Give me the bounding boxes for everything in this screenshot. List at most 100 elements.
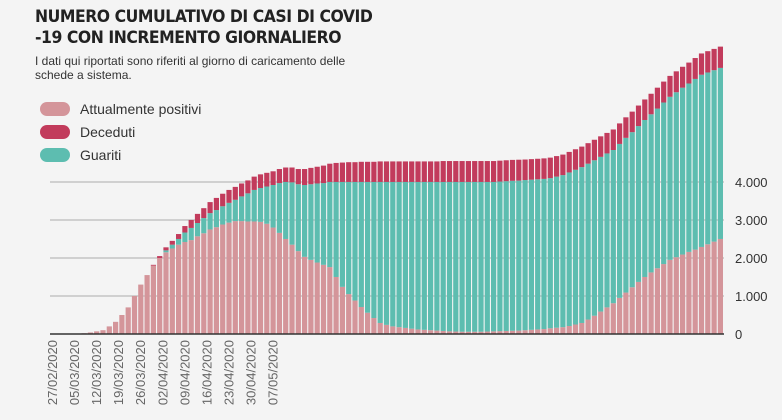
bar-segment-guariti [251, 189, 257, 222]
bar-segment-attualmente-positivi [169, 248, 175, 334]
bar-segment-guariti [377, 181, 383, 323]
bar-segment-deceduti [635, 105, 642, 127]
bar-segment-attualmente-positivi [547, 328, 553, 334]
bar-segment-guariti [415, 181, 421, 330]
legend-label: Guariti [80, 146, 122, 163]
bar-segment-attualmente-positivi [308, 259, 314, 334]
bar-segment-attualmente-positivi [623, 292, 629, 334]
bar-segment-attualmente-positivi [705, 244, 711, 334]
x-tick-label: 16/04/2020 [199, 340, 214, 405]
bar-segment-attualmente-positivi [289, 244, 295, 334]
bar-segment-attualmente-positivi [528, 329, 534, 334]
bar-segment-attualmente-positivi [535, 329, 541, 334]
bar-segment-deceduti [453, 161, 459, 182]
bar-segment-deceduti [648, 93, 654, 115]
bar-segment-guariti [453, 181, 459, 332]
bar-segment-guariti [365, 181, 371, 313]
bar-segment-deceduti [698, 53, 705, 75]
bar-segment-deceduti [604, 132, 610, 154]
chart-subtitle: I dati qui riportati sono riferiti al gi… [35, 54, 346, 82]
bar-segment-deceduti [194, 213, 201, 224]
bar-segment-attualmente-positivi [667, 259, 673, 334]
bar-segment-guariti [503, 181, 509, 331]
bar-segment-guariti [402, 181, 408, 328]
bar-segment-guariti [245, 193, 251, 222]
bar-segment-guariti [547, 178, 553, 329]
bar-segment-guariti [472, 181, 478, 332]
bar-segment-guariti [176, 238, 182, 245]
bar-segment-deceduti [289, 167, 295, 183]
bar-segment-attualmente-positivi [257, 221, 264, 334]
bar-segment-guariti [509, 180, 516, 331]
bar-segment-deceduti [610, 129, 616, 151]
y-tick-label: 2.000 [735, 251, 768, 266]
bar-segment-deceduti [327, 163, 333, 182]
bar-segment-deceduti [434, 161, 440, 182]
bar-segment-deceduti [264, 172, 270, 187]
bar-segment-deceduti [188, 219, 194, 228]
bar-segment-deceduti [598, 136, 604, 157]
bar-segment-deceduti [484, 161, 490, 182]
bar-segment-deceduti [402, 161, 408, 182]
bar-segment-attualmente-positivi [352, 300, 358, 334]
bar-segment-attualmente-positivi [358, 307, 364, 334]
bar-segment-attualmente-positivi [327, 267, 333, 334]
bar-segment-deceduti [535, 158, 541, 180]
bar-segment-guariti [585, 163, 591, 320]
bar-segment-attualmente-positivi [295, 251, 301, 334]
y-tick-label: 0 [735, 327, 742, 342]
bar-segment-attualmente-positivi [610, 303, 616, 334]
bar-segment-guariti [201, 218, 207, 234]
bar-segment-guariti [617, 143, 623, 298]
axes: 0 1.000 2.000 3.000 4.000 27/02/2020 05/03/202… [45, 175, 768, 405]
bar-segment-deceduti [302, 169, 308, 185]
bar-segment-attualmente-positivi [333, 276, 339, 334]
bar-segment-attualmente-positivi [598, 311, 604, 334]
bar-segment-guariti [169, 244, 175, 249]
bar-segment-guariti [484, 181, 490, 332]
bar-segment-attualmente-positivi [711, 241, 717, 334]
bar-segment-deceduti [251, 176, 257, 190]
bar-segment-guariti [572, 169, 579, 325]
bar-segment-attualmente-positivi [302, 256, 308, 334]
bar-segment-attualmente-positivi [428, 330, 434, 334]
bar-segment-attualmente-positivi [314, 262, 320, 334]
bar-segment-attualmente-positivi [251, 221, 257, 334]
bar-segment-guariti [257, 188, 264, 222]
bar-segment-deceduti [472, 161, 478, 182]
bar-segment-guariti [390, 181, 396, 327]
bar-segment-attualmente-positivi [264, 223, 270, 334]
bar-segment-attualmente-positivi [654, 268, 660, 334]
legend-swatch-positivi [40, 101, 70, 116]
bar-segment-attualmente-positivi [491, 331, 497, 334]
bar-segment-attualmente-positivi [131, 295, 138, 334]
bar-segment-guariti [320, 183, 327, 265]
bar-segment-guariti [207, 213, 213, 230]
bar-segment-attualmente-positivi [383, 324, 390, 334]
bar-segment-attualmente-positivi [176, 244, 182, 334]
bar-segment-attualmente-positivi [478, 331, 484, 334]
bar-segment-guariti [371, 181, 377, 319]
bar-segment-deceduti [257, 174, 264, 189]
bar-segment-deceduti [150, 264, 156, 266]
bar-segment-attualmente-positivi [402, 327, 408, 334]
bar-segment-attualmente-positivi [446, 331, 453, 334]
bar-segment-deceduti [491, 161, 497, 182]
bar-segment-guariti [194, 223, 201, 237]
bar-segment-attualmente-positivi [560, 327, 566, 334]
bar-segment-guariti [358, 181, 364, 308]
bar-segment-deceduti [497, 160, 503, 182]
bar-segment-deceduti [516, 159, 522, 181]
bar-segment-attualmente-positivi [339, 286, 345, 334]
bar-segment-deceduti [377, 161, 383, 182]
x-tick-label: 07/05/2020 [266, 340, 281, 405]
bar-segment-attualmente-positivi [188, 240, 194, 334]
bar-segment-guariti [220, 206, 226, 225]
bar-segment-attualmente-positivi [566, 326, 572, 334]
bar-segment-guariti [270, 184, 276, 228]
bar-segment-guariti [213, 210, 219, 228]
bar-segment-guariti [642, 119, 648, 277]
bar-segment-attualmente-positivi [213, 227, 219, 334]
bar-segment-deceduti [283, 167, 289, 182]
bar-segment-attualmente-positivi [276, 232, 282, 334]
